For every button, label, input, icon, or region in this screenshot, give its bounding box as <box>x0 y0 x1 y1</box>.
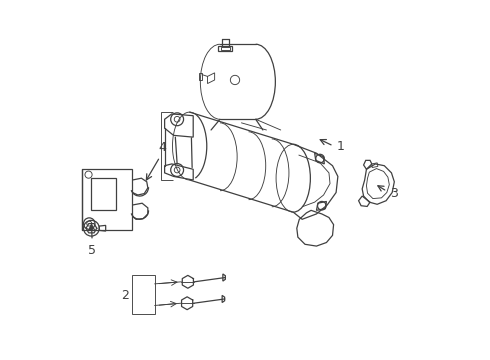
Text: 1: 1 <box>337 140 345 153</box>
Text: 5: 5 <box>88 244 96 257</box>
Circle shape <box>90 227 93 230</box>
Text: 2: 2 <box>121 288 129 302</box>
Text: 3: 3 <box>390 187 397 200</box>
Text: 4: 4 <box>158 141 166 154</box>
